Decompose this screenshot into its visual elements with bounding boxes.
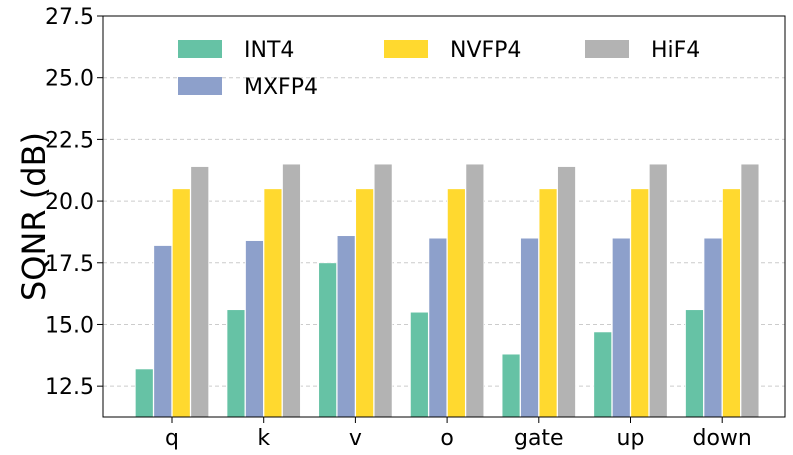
x-tick-label-gate: gate: [514, 426, 564, 451]
bar-int4-down: [685, 309, 704, 418]
legend-label-mxfp4: MXFP4: [244, 75, 318, 100]
plot-frame: [102, 15, 786, 418]
bar-hif4-o: [465, 163, 485, 418]
bar-nvfp4-down: [722, 188, 741, 418]
x-axis-ticks: q k v o gate up down: [165, 417, 752, 451]
y-tick-label: 12.5: [45, 375, 94, 400]
y-tick-label: 25.0: [45, 67, 94, 92]
bar-hif4-gate: [557, 166, 576, 418]
bar-nvfp4-o: [446, 188, 466, 418]
legend-label-hif4: HiF4: [651, 38, 700, 63]
y-axis-title: SQNR (dB): [15, 132, 53, 301]
bar-mxfp4-down: [703, 237, 723, 418]
legend-swatch-int4: [178, 40, 222, 58]
x-tick-label-k: k: [257, 426, 270, 451]
x-tick-label-o: o: [440, 426, 453, 451]
legend: INT4 MXFP4 NVFP4 HiF4: [178, 38, 700, 100]
bar-hif4-q: [190, 166, 210, 418]
y-tick-label: 17.5: [45, 252, 94, 277]
y-tick-label: 22.5: [45, 128, 94, 153]
legend-label-nvfp4: NVFP4: [450, 38, 521, 63]
legend-label-int4: INT4: [244, 38, 294, 63]
bar-hif4-up: [648, 163, 668, 418]
bar-int4-gate: [501, 353, 521, 418]
bar-hif4-v: [373, 163, 393, 418]
bar-hif4-down: [740, 163, 760, 418]
bar-nvfp4-v: [355, 188, 375, 418]
y-tick-label: 15.0: [45, 313, 94, 338]
bar-mxfp4-gate: [520, 237, 539, 418]
bars: [134, 163, 760, 418]
bar-nvfp4-up: [630, 188, 650, 418]
bar-hif4-k: [282, 163, 301, 418]
bar-nvfp4-k: [263, 188, 283, 418]
bar-int4-o: [409, 311, 429, 418]
bar-nvfp4-q: [171, 188, 191, 418]
legend-swatch-mxfp4: [178, 77, 222, 95]
y-tick-label: 27.5: [45, 5, 94, 30]
x-tick-label-down: down: [693, 426, 752, 451]
bar-int4-up: [593, 331, 613, 418]
x-tick-label-up: up: [617, 426, 645, 451]
y-tick-label: 20.0: [45, 190, 94, 215]
y-axis-ticks: 12.5 15.0 17.5 20.0 22.5 25.0 27.5: [45, 5, 103, 400]
bar-mxfp4-up: [611, 237, 631, 418]
bar-int4-q: [134, 368, 154, 418]
x-tick-label-v: v: [349, 426, 362, 451]
bar-int4-v: [318, 262, 338, 418]
legend-swatch-nvfp4: [384, 40, 428, 58]
bar-mxfp4-q: [153, 245, 173, 418]
legend-swatch-hif4: [585, 40, 629, 58]
bar-nvfp4-gate: [538, 188, 558, 418]
bar-int4-k: [226, 309, 246, 418]
bar-mxfp4-k: [245, 240, 264, 418]
bar-mxfp4-o: [428, 237, 448, 418]
x-tick-label-q: q: [165, 426, 179, 451]
bar-mxfp4-v: [336, 235, 356, 418]
